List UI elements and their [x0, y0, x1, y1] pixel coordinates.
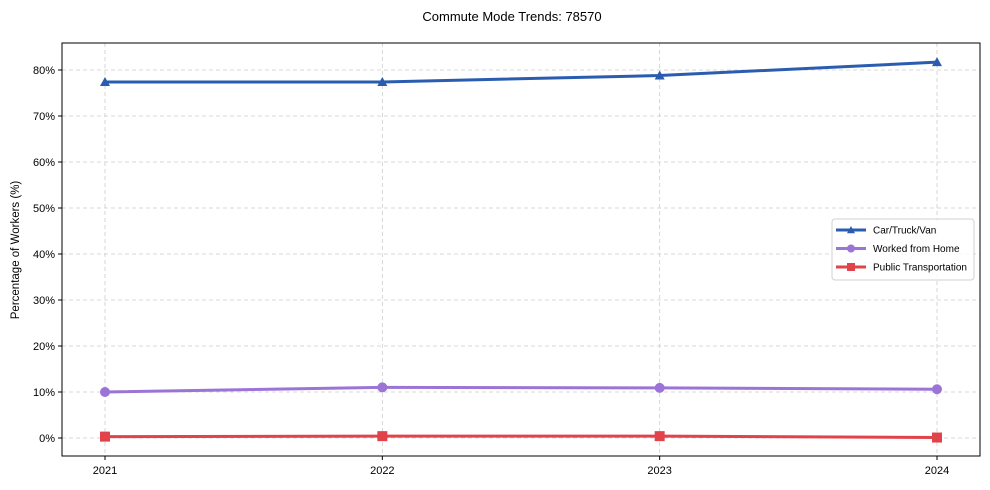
y-tick-label: 40%	[33, 249, 55, 261]
circle-marker	[100, 387, 110, 397]
x-tick-label: 2021	[93, 465, 117, 477]
y-tick-label: 20%	[33, 341, 55, 353]
square-marker	[100, 431, 110, 442]
legend-label: Worked from Home	[873, 244, 960, 255]
x-tick-label: 2022	[370, 465, 394, 477]
grid-lines	[62, 43, 980, 456]
data-series	[100, 57, 942, 443]
triangle-marker	[100, 76, 110, 86]
y-tick-label: 50%	[33, 203, 55, 215]
y-tick-label: 70%	[33, 111, 55, 123]
y-tick-label: 80%	[33, 65, 55, 77]
plot-frame	[61, 42, 981, 457]
circle-marker	[654, 382, 665, 393]
triangle-marker	[377, 76, 388, 86]
x-tick-label: 2024	[925, 465, 949, 477]
legend-item: Car/Truck/Van	[836, 226, 936, 237]
legend-item: Worked from Home	[836, 244, 960, 255]
circle-marker	[377, 382, 388, 393]
y-axis-label: Percentage of Workers (%)	[10, 181, 22, 320]
circle-marker	[847, 244, 855, 253]
triangle-marker	[932, 57, 942, 67]
series-public-transportation	[100, 431, 942, 443]
triangle-marker	[654, 70, 665, 80]
square-marker	[932, 432, 942, 443]
legend-label: Public Transportation	[873, 263, 967, 274]
y-tick-label: 10%	[33, 387, 55, 399]
series-line	[104, 385, 938, 394]
y-tick-label: 30%	[33, 295, 55, 307]
legend-label: Car/Truck/Van	[873, 226, 936, 237]
y-tick-label: 0%	[39, 433, 55, 445]
x-tick-label: 2023	[647, 465, 671, 477]
series-line	[104, 434, 938, 440]
square-marker	[654, 431, 665, 442]
y-tick-label: 60%	[33, 157, 55, 169]
y-axis-ticks: 0% 10% 20% 30% 40% 50% 60% 70% 80%	[33, 65, 62, 445]
legend-item: Public Transportation	[836, 263, 967, 274]
chart-title: Commute Mode Trends: 78570	[422, 9, 601, 24]
legend-box	[831, 218, 975, 281]
triangle-marker	[847, 226, 855, 234]
x-axis-ticks: 2021 2022 2023 2024	[93, 456, 949, 477]
legend: Car/Truck/Van Worked from Home Public Tran…	[831, 218, 975, 281]
square-marker	[377, 431, 388, 442]
series-line	[105, 60, 938, 84]
series-car-truck-van	[100, 57, 942, 86]
circle-marker	[932, 384, 942, 395]
series-worked-from-home	[100, 382, 942, 397]
square-marker	[847, 263, 855, 271]
